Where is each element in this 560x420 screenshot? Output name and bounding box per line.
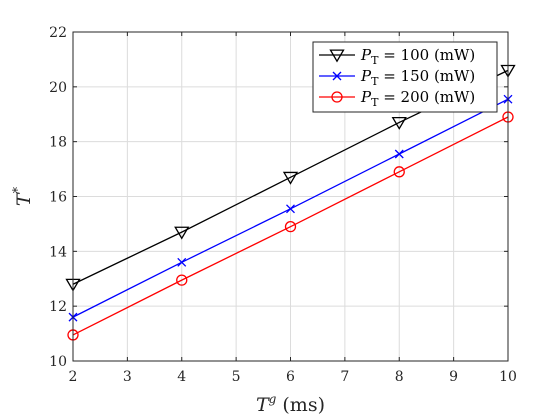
legend-label-p: P [360,88,372,106]
x-tick-label: 5 [232,369,241,385]
x-tick-label: 9 [449,369,458,385]
series-1-point [391,116,407,130]
legend-swatch-marker [329,49,345,63]
x-tick-label: 2 [69,369,78,385]
x-axis-label-unit: (ms) [276,394,325,416]
x-axis-label-sup: g [269,392,277,406]
series-3-line [72,116,509,336]
legend-label: PT = 100 (mW) [360,46,475,67]
series-1-point [174,226,190,240]
legend-label-rest: = 100 (mW) [378,46,475,64]
legend-label-sub: T [371,54,379,67]
y-tick-label: 16 [49,190,67,206]
series-3-point [393,166,405,178]
legend-entry-2: PT = 150 (mW) [319,67,475,88]
series-2-point [394,149,404,159]
legend-label: PT = 150 (mW) [360,67,475,88]
legend-label: PT = 200 (mW) [360,88,475,109]
x-tick-label: 6 [286,369,295,385]
legend-label-p: P [360,46,372,64]
x-tick-label: 7 [340,369,349,385]
series-1-point [282,171,299,185]
y-axis-label: T* [11,186,35,206]
legend-label-rest: = 150 (mW) [378,67,475,85]
legend-box [312,41,498,113]
legend-entries: PT = 100 (mW)PT = 150 (mW)PT = 200 (mW) [319,46,475,109]
series-2-point [177,257,187,267]
y-tick-label: 12 [49,299,67,315]
legend-swatch-marker [331,91,343,103]
y-axis-label-main: T [13,192,35,206]
x-axis-label-main: T [256,394,270,416]
y-tick-label: 18 [49,135,67,151]
y-tick-label: 10 [49,354,67,370]
legend-label-sub: T [371,96,379,109]
series-3-point [176,274,188,286]
legend-swatch-marker [332,71,342,81]
x-tick-label: 10 [499,369,517,385]
axis-ticks: 2 3 4 5 6 7 8 9 10 10 12 14 16 18 20 22 [49,25,517,385]
y-axis-label-sup: * [11,186,26,193]
legend-entry-1: PT = 100 (mW) [319,46,475,67]
series-2-point [286,204,295,214]
x-axis-label: Tg (ms) [256,392,325,416]
x-tick-label: 4 [177,369,186,385]
legend-label-p: P [360,67,372,85]
legend: PT = 100 (mW)PT = 150 (mW)PT = 200 (mW) [312,41,498,113]
legend-label-rest: = 200 (mW) [378,88,475,106]
x-tick-label: 8 [395,369,404,385]
y-tick-label: 14 [49,244,67,260]
y-tick-label: 20 [49,80,67,96]
series-3-point [284,221,297,233]
x-tick-label: 3 [123,369,132,385]
legend-label-sub: T [371,75,379,88]
y-tick-label: 22 [49,25,67,41]
legend-entry-3: PT = 200 (mW) [319,88,475,109]
